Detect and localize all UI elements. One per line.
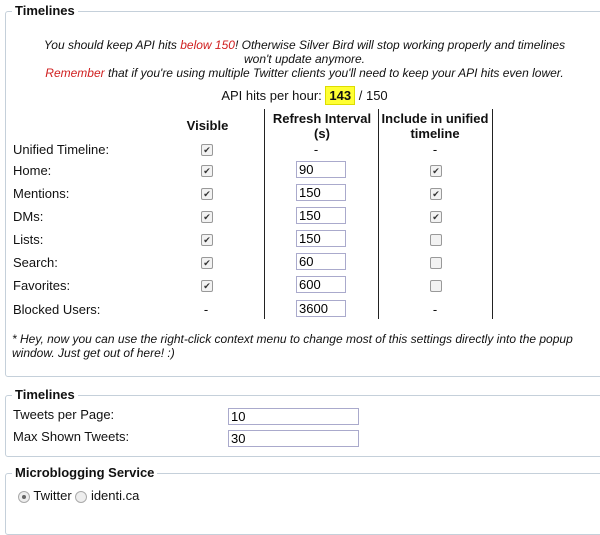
refresh-interval-input[interactable] [296,161,346,178]
refresh-dash: - [313,142,319,157]
timelines-display-legend: Timelines [12,387,78,402]
tweets-per-page-input[interactable] [228,408,359,425]
column-divider [492,109,493,319]
visible-checkbox[interactable]: ✔ [201,165,213,177]
twitter-radio[interactable] [18,490,30,503]
row-label: Lists: [13,232,44,247]
header-unified: Include in unified timeline [381,111,489,141]
max-shown-input[interactable] [228,430,359,447]
service-fieldset: Microblogging Service Twitter identi.ca [5,465,600,535]
remember-text: that if you're using multiple Twitter cl… [104,66,564,80]
api-hits: API hits per hour: 143 / 150 [6,86,600,105]
unified-dash: - [432,142,438,157]
row-label: Home: [13,163,52,178]
row-label: DMs: [13,209,44,224]
refresh-interval-input[interactable] [296,207,346,224]
timelines-legend: Timelines [12,3,78,18]
api-hits-value: 143 [325,86,356,105]
visible-checkbox[interactable]: ✔ [201,234,213,246]
header-visible: Visible [186,118,229,133]
api-warning: You should keep API hits below 150! Othe… [6,38,600,66]
warning-text-2: ! Otherwise Silver Bird will stop workin… [234,38,566,66]
remember-word: Remember [45,66,105,80]
unified-dash: - [432,302,438,317]
unified-checkbox[interactable] [430,280,442,292]
remember-note: Remember that if you're using multiple T… [6,66,600,80]
unified-checkbox[interactable]: ✔ [430,211,442,223]
refresh-interval-input[interactable] [296,300,346,317]
api-hits-label: API hits per hour: [221,88,322,103]
visible-checkbox[interactable]: ✔ [201,211,213,223]
identica-radio[interactable] [75,490,88,503]
visible-checkbox[interactable]: ✔ [201,280,213,292]
refresh-interval-input[interactable] [296,253,346,270]
visible-checkbox[interactable]: ✔ [201,257,213,269]
row-label: Favorites: [13,278,71,293]
row-label: Mentions: [13,186,70,201]
row-label: Blocked Users: [13,302,101,317]
unified-checkbox[interactable] [430,257,442,269]
timelines-display-fieldset: Timelines Tweets per Page: Max Shown Twe… [5,387,600,457]
visible-checkbox[interactable]: ✔ [201,144,213,156]
column-divider [264,109,265,319]
max-shown-label: Max Shown Tweets: [13,429,130,444]
footnote: * Hey, now you can use the right-click c… [12,332,573,360]
api-hits-max: / 150 [358,88,388,103]
refresh-interval-input[interactable] [296,184,346,201]
identica-label: identi.ca [90,488,140,503]
refresh-interval-input[interactable] [296,230,346,247]
row-label: Unified Timeline: [13,142,110,157]
refresh-interval-input[interactable] [296,276,346,293]
row-label: Search: [13,255,58,270]
header-refresh: Refresh Interval (s) [272,111,372,141]
warning-limit: below 150 [180,38,235,52]
service-legend: Microblogging Service [12,465,158,480]
visible-dash: - [203,302,209,317]
unified-checkbox[interactable]: ✔ [430,165,442,177]
unified-checkbox[interactable]: ✔ [430,188,442,200]
twitter-label: Twitter [33,488,72,503]
unified-checkbox[interactable] [430,234,442,246]
timelines-fieldset: Timelines You should keep API hits below… [5,3,600,377]
visible-checkbox[interactable]: ✔ [201,188,213,200]
column-divider [378,109,379,319]
warning-text: You should keep API hits [43,38,181,52]
tweets-per-page-label: Tweets per Page: [13,407,115,422]
